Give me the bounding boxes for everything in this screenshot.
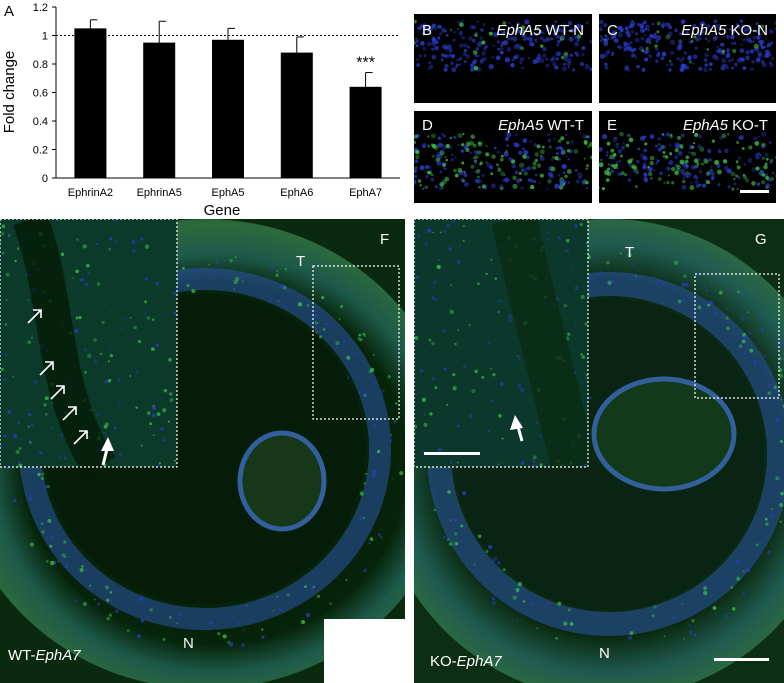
panel-letter-e: E	[607, 117, 618, 134]
panel-f-caption: WT-EphA7	[8, 647, 81, 664]
panel-c-label: EphA5 KO-N	[681, 22, 768, 39]
scale-bar-g	[714, 658, 769, 661]
panel-d-label: EphA5 WT-T	[498, 117, 584, 134]
panel-d-suffix: WT-T	[543, 117, 584, 134]
panel-letter-d: D	[422, 117, 433, 134]
x-tick-label: EphrinA5	[137, 187, 182, 199]
panel-g-gene: EphA7	[456, 653, 502, 670]
scale-bar-e	[740, 190, 769, 193]
eye-section-g	[414, 219, 784, 683]
panel-c-gene: EphA5	[681, 22, 727, 39]
y-tick-label: 0.4	[33, 116, 48, 128]
x-tick-label: EphA5	[211, 187, 244, 199]
panel-letter-a: A	[4, 3, 14, 20]
fold-change-bar-chart: A 0 0.2 0.4 0.6 0.8 1 1.2 *** EphrinA2 EphrinA5…	[1, 2, 400, 219]
panel-d-gene: EphA5	[498, 117, 544, 134]
panel-f-prefix: WT-	[8, 647, 36, 664]
bar-ephrina2	[74, 28, 107, 178]
x-tick-label: EphA7	[349, 187, 382, 199]
panel-c-suffix: KO-N	[726, 22, 768, 39]
bar-ephrina5	[143, 42, 176, 178]
y-tick-label: 1.2	[33, 2, 48, 14]
bar-epha5	[212, 39, 244, 179]
y-axis-label: Fold change	[1, 51, 18, 134]
x-axis-label: Gene	[204, 202, 241, 219]
panel-e-label: EphA5 KO-T	[683, 117, 768, 134]
micrograph-e: E EphA5 KO-T	[599, 111, 776, 203]
panel-letter-c: C	[607, 22, 618, 39]
x-tick-label: EphrinA2	[68, 187, 113, 199]
significance-marker: ***	[356, 55, 375, 72]
micrograph-f: F T N WT-EphA7	[0, 219, 405, 683]
x-tick-label: EphA6	[280, 187, 313, 199]
panel-b-gene: EphA5	[496, 22, 542, 39]
panel-f-gene: EphA7	[35, 647, 81, 664]
micrograph-g: G T N KO-EphA7	[414, 219, 784, 683]
y-tick-label: 0.6	[33, 88, 48, 100]
bar-epha7	[349, 86, 382, 178]
panel-g-caption: KO-EphA7	[430, 653, 502, 670]
panel-b-suffix: WT-N	[541, 22, 584, 39]
y-tick-label: 0.2	[33, 145, 48, 157]
scale-bar-g-inset	[424, 452, 480, 455]
y-tick-label: 0	[42, 173, 48, 185]
nasal-label-f: N	[183, 635, 194, 652]
arrows-f	[27, 309, 88, 445]
temporal-label-g: T	[625, 244, 635, 261]
panel-letter-b: B	[422, 22, 433, 39]
panel-g-prefix: KO-	[430, 653, 457, 670]
micrograph-c: C EphA5 KO-N	[599, 14, 776, 103]
temporal-label-f: T	[296, 253, 306, 270]
micrograph-b: B EphA5 WT-N	[414, 14, 592, 103]
panel-letter-g: G	[755, 231, 767, 248]
panel-e-suffix: KO-T	[728, 117, 768, 134]
micrograph-d: D EphA5 WT-T	[414, 111, 592, 203]
bar-epha6	[280, 52, 313, 178]
eye-section-f	[0, 219, 405, 683]
y-tick-label: 0.8	[33, 59, 48, 71]
panel-b-label: EphA5 WT-N	[496, 22, 584, 39]
panel-letter-f: F	[380, 231, 390, 248]
nasal-label-g: N	[599, 645, 610, 662]
panel-e-gene: EphA5	[682, 117, 728, 134]
y-tick-label: 1	[42, 31, 48, 43]
